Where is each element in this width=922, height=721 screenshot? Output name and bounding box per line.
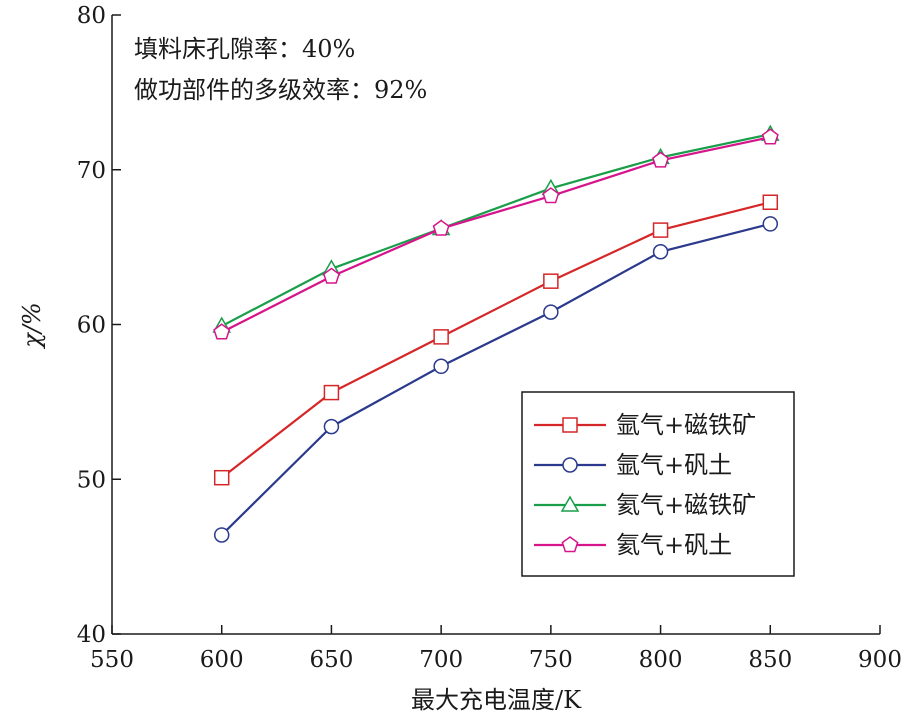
- square-marker: [323, 384, 340, 401]
- legend-item-3: 氦气+磁铁矿: [534, 491, 756, 519]
- series-line: [221, 133, 771, 328]
- x-tick-label: 800: [639, 647, 683, 673]
- legend-item-1: 氩气+磁铁矿: [534, 411, 756, 439]
- legend-item-4: 氦气+矾土: [534, 531, 732, 559]
- legend-label: 氦气+磁铁矿: [616, 491, 756, 519]
- circle-marker: [762, 216, 779, 232]
- series-4: [213, 128, 779, 340]
- legend-label: 氦气+矾土: [616, 531, 732, 559]
- pentagon-marker: [652, 151, 670, 168]
- circle-marker: [652, 244, 669, 260]
- square-marker: [543, 273, 559, 289]
- square-marker: [652, 222, 669, 238]
- x-axis-title: 最大充电温度/K: [411, 686, 582, 714]
- y-tick-label: 80: [77, 3, 106, 29]
- legend-label: 氩气+矾土: [616, 451, 732, 479]
- series-line: [221, 136, 771, 334]
- y-tick-label: 70: [77, 158, 106, 184]
- circle-marker: [213, 527, 230, 543]
- pentagon-marker: [432, 219, 450, 236]
- square-marker: [562, 417, 578, 433]
- series-line: [221, 201, 771, 479]
- ticks: 550 600 650 700 750 800 850 900 40 50 60 70 80: [77, 3, 902, 673]
- pentagon-marker: [322, 267, 340, 284]
- x-tick-label: 550: [90, 647, 134, 673]
- y-tick-label: 50: [77, 467, 106, 493]
- x-tick-label: 650: [309, 647, 353, 673]
- square-marker: [213, 469, 230, 486]
- y-axis-title: χ/%: [18, 302, 46, 349]
- y-tick-label: 60: [77, 313, 106, 339]
- pentagon-marker: [561, 536, 579, 553]
- x-tick-label: 750: [529, 647, 573, 673]
- y-tick-label: 40: [77, 622, 106, 648]
- annotation-porosity: 填料床孔隙率：40%: [134, 35, 355, 63]
- series-2: [213, 216, 779, 543]
- circle-marker: [543, 304, 559, 320]
- x-tick-label: 600: [200, 647, 244, 673]
- pentagon-marker: [761, 128, 779, 145]
- annotation-efficiency: 做功部件的多级效率：92%: [134, 76, 427, 104]
- circle-marker: [323, 418, 340, 435]
- square-marker: [433, 329, 449, 345]
- circle-marker: [562, 457, 578, 473]
- circle-marker: [433, 358, 449, 375]
- x-tick-label: 850: [748, 647, 792, 673]
- legend-label: 氩气+磁铁矿: [616, 411, 756, 439]
- series-3: [212, 124, 780, 333]
- x-tick-label: 900: [858, 647, 902, 673]
- series-line: [220, 222, 771, 536]
- x-tick-label: 700: [419, 647, 463, 673]
- pentagon-marker: [213, 323, 231, 340]
- legend-item-2: 氩气+矾土: [534, 451, 732, 479]
- square-marker: [762, 194, 779, 210]
- pentagon-marker: [542, 187, 560, 204]
- series-layer: [212, 124, 780, 543]
- triangle-marker: [560, 495, 580, 512]
- series-1: [213, 194, 779, 486]
